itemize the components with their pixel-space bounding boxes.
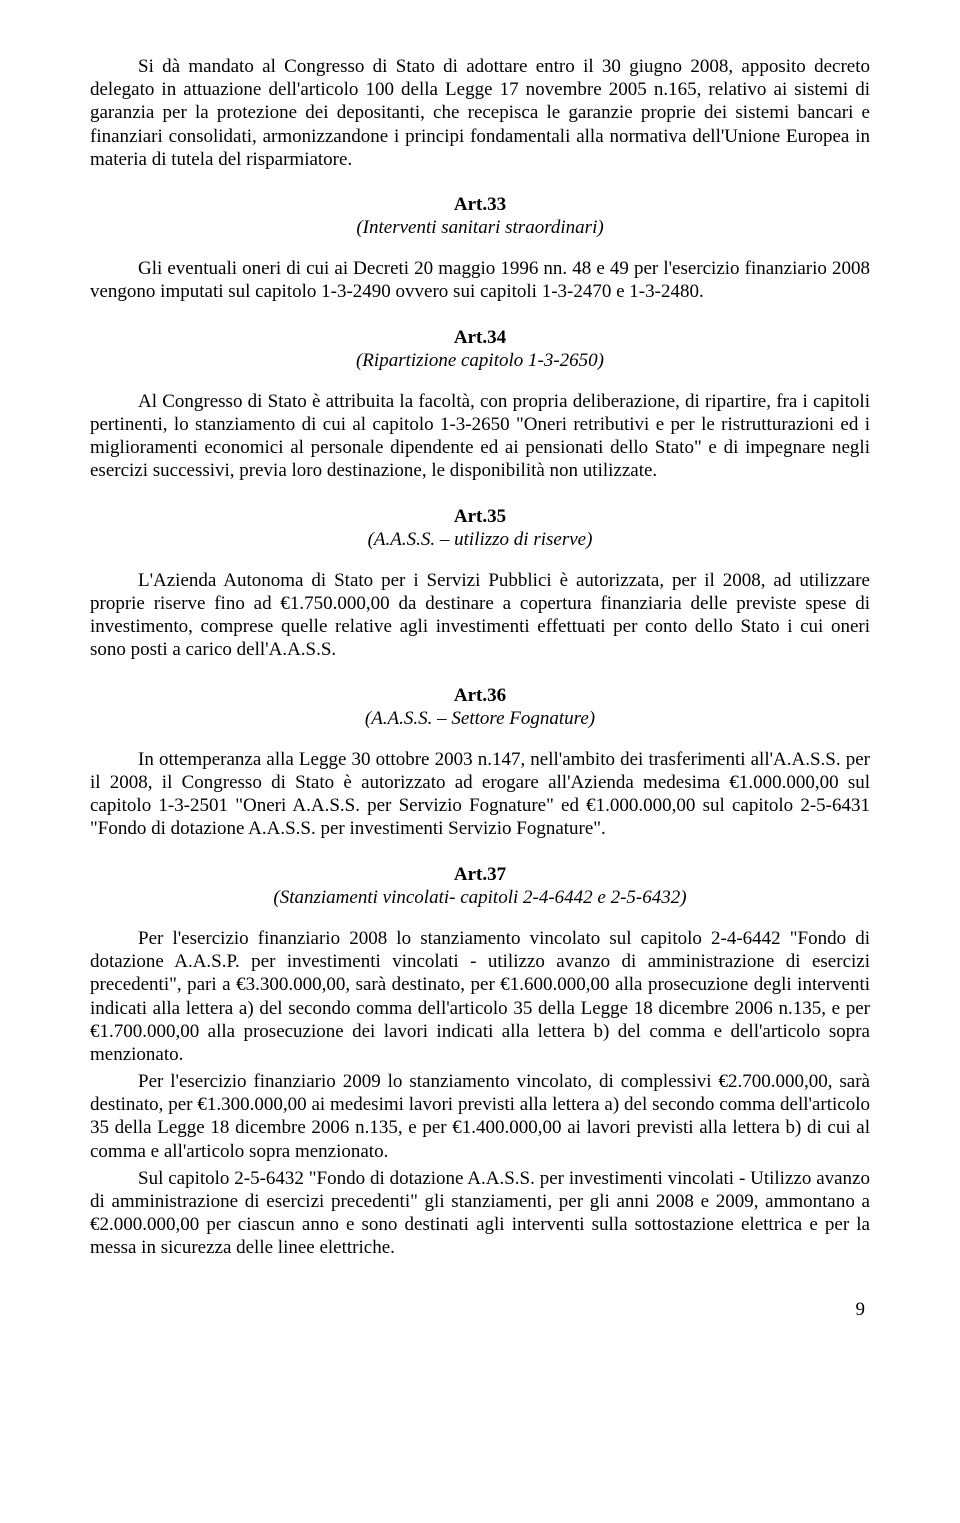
art33-para: Gli eventuali oneri di cui ai Decreti 20… bbox=[90, 257, 870, 303]
intro-para: Si dà mandato al Congresso di Stato di a… bbox=[90, 55, 870, 171]
art34-title: Art.34 bbox=[90, 326, 870, 349]
art34-subtitle: (Ripartizione capitolo 1-3-2650) bbox=[90, 349, 870, 372]
art36-subtitle: (A.A.S.S. – Settore Fognature) bbox=[90, 707, 870, 730]
art33-title: Art.33 bbox=[90, 193, 870, 216]
art37-subtitle: (Stanziamenti vincolati- capitoli 2-4-64… bbox=[90, 886, 870, 909]
art36-title: Art.36 bbox=[90, 684, 870, 707]
art35-para: L'Azienda Autonoma di Stato per i Serviz… bbox=[90, 569, 870, 662]
art37-para-3: Sul capitolo 2-5-6432 "Fondo di dotazion… bbox=[90, 1167, 870, 1260]
art35-subtitle: (A.A.S.S. – utilizzo di riserve) bbox=[90, 528, 870, 551]
art36-para: In ottemperanza alla Legge 30 ottobre 20… bbox=[90, 748, 870, 841]
art35-title: Art.35 bbox=[90, 505, 870, 528]
art34-para: Al Congresso di Stato è attribuita la fa… bbox=[90, 390, 870, 483]
art37-para-2: Per l'esercizio finanziario 2009 lo stan… bbox=[90, 1070, 870, 1163]
art37-title: Art.37 bbox=[90, 863, 870, 886]
page-content: Si dà mandato al Congresso di Stato di a… bbox=[0, 0, 960, 1361]
art37-para-1: Per l'esercizio finanziario 2008 lo stan… bbox=[90, 927, 870, 1066]
page-number: 9 bbox=[90, 1299, 870, 1321]
art33-subtitle: (Interventi sanitari straordinari) bbox=[90, 216, 870, 239]
